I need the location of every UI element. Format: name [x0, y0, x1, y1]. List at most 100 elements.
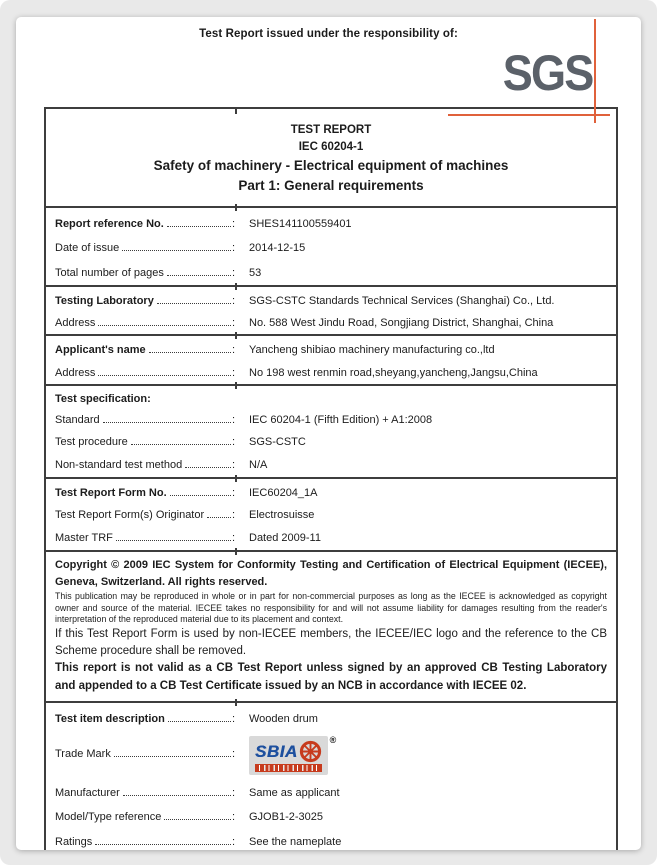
logo-crosshair-vertical-line — [594, 19, 596, 123]
dotted-leader — [98, 325, 231, 327]
trademark-chinese-band — [255, 764, 322, 773]
dotted-leader — [122, 795, 231, 797]
row-label: Report reference No. — [55, 218, 164, 230]
sgs-logo-text: SGS — [502, 45, 594, 102]
table-row: Non-standard test method N/A — [46, 451, 616, 477]
registered-mark: ® — [329, 735, 337, 746]
row-value: No. 588 West Jindu Road, Songjiang Distr… — [249, 317, 554, 330]
section-test-item: Test item description Wooden drum Trade … — [46, 698, 616, 850]
row-value: No 198 west renmin road,sheyang,yancheng… — [249, 366, 538, 379]
row-value: Wooden drum — [249, 712, 318, 725]
section-test-specification: Test specification: Standard IEC 60204-1… — [46, 382, 616, 477]
row-value: IEC60204_1A — [249, 486, 318, 499]
dotted-leader — [166, 274, 231, 276]
row-label: Applicant's name — [55, 344, 146, 357]
row-value: 2014-12-15 — [249, 242, 306, 255]
table-row: Test Report Form(s) Originator Electrosu… — [46, 501, 616, 523]
table-row: Master TRF Dated 2009-11 — [46, 524, 616, 550]
table-row: Applicant's name Yancheng shibiao machin… — [46, 336, 616, 358]
section-applicant: Applicant's name Yancheng shibiao machin… — [46, 332, 616, 384]
dotted-leader — [102, 422, 231, 424]
row-value: N/A — [249, 458, 268, 471]
standard-part: Part 1: General requirements — [238, 178, 424, 193]
row-label: Test Report Form No. — [55, 486, 167, 499]
row-label: Model/Type reference — [55, 811, 162, 824]
wheel-icon — [299, 740, 321, 763]
dotted-leader — [185, 466, 231, 468]
copyright-fine-print: This publication may be reproduced in wh… — [55, 590, 607, 625]
row-label: Manufacturer — [55, 787, 120, 800]
row-label: Trade Mark — [55, 747, 111, 760]
dotted-leader — [113, 755, 231, 757]
trademark-logo: SBIA — [249, 735, 337, 776]
trademark-cell: SBIA — [235, 735, 607, 776]
row-value: 53 — [249, 266, 262, 279]
row-value: SGS-CSTC — [249, 436, 306, 449]
report-table: TEST REPORT IEC 60204-1 Safety of machin… — [44, 107, 618, 850]
table-row: Address No 198 west renmin road,sheyang,… — [46, 359, 616, 384]
row-value: Yancheng shibiao machinery manufacturing… — [249, 344, 495, 357]
row-label: Test Report Form(s) Originator — [55, 509, 205, 522]
row-value: GJOB1-2-3025 — [249, 811, 323, 824]
row-value: SHES141100559401 — [249, 218, 352, 230]
row-value: IEC 60204-1 (Fifth Edition) + A1:2008 — [249, 414, 433, 427]
row-value: Electrosuisse — [249, 509, 315, 522]
row-label: Address — [55, 366, 96, 379]
row-value: Dated 2009-11 — [249, 531, 321, 544]
test-specification-heading: Test specification: — [55, 393, 151, 406]
dotted-leader — [156, 302, 231, 304]
table-row: Model/Type reference GJOB1-2-3025 — [46, 801, 616, 825]
dotted-leader — [207, 517, 231, 519]
row-label: Non-standard test method — [55, 458, 183, 471]
dotted-leader — [167, 720, 231, 722]
row-label: Date of issue — [55, 242, 120, 255]
row-label: Testing Laboratory — [55, 294, 154, 307]
report-title: TEST REPORT — [290, 124, 372, 136]
copyright-note: If this Test Report Form is used by non-… — [55, 627, 607, 658]
table-row: Address No. 588 West Jindu Road, Songjia… — [46, 309, 616, 334]
table-row: Test Report Form No. IEC60204_1A — [46, 479, 616, 501]
dotted-leader — [166, 226, 231, 227]
dotted-leader — [130, 444, 231, 446]
table-row: Total number of pages 53 — [46, 257, 616, 285]
table-row: Test item description Wooden drum — [46, 703, 616, 727]
row-label: Address — [55, 317, 96, 330]
table-row: Date of issue 2014-12-15 — [46, 232, 616, 256]
standard-number: IEC 60204-1 — [298, 141, 364, 153]
trademark-text: SBIA — [255, 741, 298, 761]
dotted-leader — [122, 250, 231, 252]
sgs-logo: SGS — [448, 19, 610, 123]
table-row: Manufacturer Same as applicant — [46, 777, 616, 801]
copyright-disclaimer: This report is not valid as a CB Test Re… — [55, 662, 607, 692]
standard-name: Safety of machinery - Electrical equipme… — [153, 158, 509, 173]
report-page: Test Report issued under the responsibil… — [16, 17, 641, 850]
dotted-leader — [164, 819, 231, 821]
row-label: Standard — [55, 414, 100, 427]
section-copyright: Copyright © 2009 IEC System for Conformi… — [46, 547, 616, 701]
section-report-form: Test Report Form No. IEC60204_1A Test Re… — [46, 474, 616, 550]
section-report-info: Report reference No. SHES141100559401 Da… — [46, 204, 616, 285]
table-row: Standard IEC 60204-1 (Fifth Edition) + A… — [46, 406, 616, 428]
dotted-leader — [98, 374, 231, 376]
logo-crosshair-horizontal-line — [448, 114, 610, 116]
row-label: Test item description — [55, 712, 165, 725]
dotted-leader — [148, 352, 231, 354]
table-row: Test procedure SGS-CSTC — [46, 428, 616, 450]
table-row: Testing Laboratory SGS-CSTC Standards Te… — [46, 287, 616, 309]
row-value: Same as applicant — [249, 787, 340, 800]
copyright-heading: Copyright © 2009 IEC System for Conformi… — [55, 558, 607, 588]
dotted-leader — [115, 539, 231, 541]
row-label: Master TRF — [55, 531, 113, 544]
table-row: Trade Mark SBIA — [46, 727, 616, 777]
table-row: Report reference No. SHES141100559401 — [46, 208, 616, 232]
row-label: Test procedure — [55, 436, 128, 449]
section-laboratory: Testing Laboratory SGS-CSTC Standards Te… — [46, 282, 616, 335]
header-note: Test Report issued under the responsibil… — [199, 28, 458, 40]
dotted-leader — [95, 843, 231, 845]
trademark-box: SBIA — [249, 736, 328, 776]
row-label: Ratings — [55, 835, 93, 848]
row-value: SGS-CSTC Standards Technical Services (S… — [249, 294, 555, 307]
row-value: See the nameplate — [249, 835, 342, 848]
dotted-leader — [169, 494, 231, 496]
